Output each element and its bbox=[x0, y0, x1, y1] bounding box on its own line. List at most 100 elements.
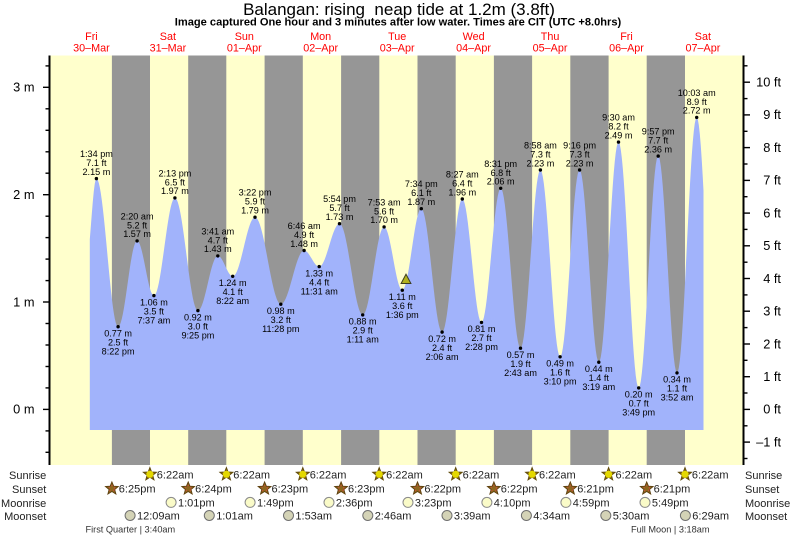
svg-text:2.36 m: 2.36 m bbox=[644, 144, 672, 154]
svg-text:9 ft: 9 ft bbox=[763, 107, 781, 122]
svg-text:9:30 am: 9:30 am bbox=[602, 113, 635, 123]
svg-text:2:06 am: 2:06 am bbox=[426, 352, 459, 362]
svg-text:Sunset: Sunset bbox=[12, 484, 46, 496]
svg-text:2:13 pm: 2:13 pm bbox=[158, 168, 191, 178]
svg-text:8 ft: 8 ft bbox=[763, 140, 781, 155]
svg-text:3:52 am: 3:52 am bbox=[661, 393, 694, 403]
svg-text:6.5 ft: 6.5 ft bbox=[165, 177, 186, 187]
svg-text:Sat: Sat bbox=[695, 31, 711, 43]
svg-text:2:43 am: 2:43 am bbox=[504, 368, 537, 378]
svg-text:31–Mar: 31–Mar bbox=[150, 43, 187, 55]
svg-text:12:09am: 12:09am bbox=[137, 511, 180, 523]
svg-text:Sunrise: Sunrise bbox=[9, 470, 46, 482]
svg-text:2:28 pm: 2:28 pm bbox=[465, 342, 498, 352]
svg-text:Fri: Fri bbox=[620, 31, 633, 43]
svg-text:11:28 pm: 11:28 pm bbox=[262, 324, 299, 334]
svg-text:9:57 pm: 9:57 pm bbox=[642, 127, 675, 137]
svg-text:8:58 am: 8:58 am bbox=[524, 141, 557, 151]
svg-text:6 ft: 6 ft bbox=[763, 205, 781, 220]
svg-text:0.72 m: 0.72 m bbox=[428, 334, 456, 344]
svg-text:07–Apr: 07–Apr bbox=[685, 43, 720, 55]
svg-text:3:10 pm: 3:10 pm bbox=[544, 377, 577, 387]
svg-text:0.92 m: 0.92 m bbox=[184, 312, 212, 322]
svg-text:1 m: 1 m bbox=[13, 294, 34, 309]
svg-text:6:46 am: 6:46 am bbox=[288, 221, 321, 231]
svg-text:6:22am: 6:22am bbox=[157, 470, 194, 482]
svg-text:1.87 m: 1.87 m bbox=[407, 197, 435, 207]
svg-text:3:22 pm: 3:22 pm bbox=[239, 188, 272, 198]
svg-text:3.6 ft: 3.6 ft bbox=[392, 301, 413, 311]
svg-text:8:27 am: 8:27 am bbox=[446, 170, 479, 180]
svg-text:7.3 ft: 7.3 ft bbox=[530, 150, 551, 160]
svg-text:2 ft: 2 ft bbox=[763, 336, 781, 351]
svg-text:6:21pm: 6:21pm bbox=[577, 484, 614, 496]
svg-text:5.7 ft: 5.7 ft bbox=[329, 203, 350, 213]
svg-text:7:37 am: 7:37 am bbox=[137, 315, 170, 325]
svg-text:First Quarter | 3:40am: First Quarter | 3:40am bbox=[86, 524, 176, 534]
svg-text:Moonrise: Moonrise bbox=[745, 498, 790, 510]
svg-text:2.49 m: 2.49 m bbox=[605, 130, 633, 140]
svg-text:30–Mar: 30–Mar bbox=[73, 43, 110, 55]
svg-text:1.9 ft: 1.9 ft bbox=[510, 359, 531, 369]
svg-text:4:10pm: 4:10pm bbox=[494, 498, 531, 510]
svg-text:7.3 ft: 7.3 ft bbox=[569, 150, 590, 160]
svg-text:3.2 ft: 3.2 ft bbox=[271, 315, 292, 325]
svg-text:7.7 ft: 7.7 ft bbox=[648, 136, 669, 146]
svg-text:3:39am: 3:39am bbox=[454, 511, 491, 523]
svg-text:3.5 ft: 3.5 ft bbox=[144, 306, 165, 316]
svg-text:6.1 ft: 6.1 ft bbox=[411, 188, 432, 198]
svg-text:Moonset: Moonset bbox=[4, 511, 46, 523]
svg-text:0.88 m: 0.88 m bbox=[349, 317, 377, 327]
svg-text:5 ft: 5 ft bbox=[763, 238, 781, 253]
svg-text:6:22am: 6:22am bbox=[310, 470, 347, 482]
svg-text:3.0 ft: 3.0 ft bbox=[188, 321, 209, 331]
svg-text:5:54 pm: 5:54 pm bbox=[323, 194, 356, 204]
svg-text:2.9 ft: 2.9 ft bbox=[353, 326, 374, 336]
svg-text:1.6 ft: 1.6 ft bbox=[550, 368, 571, 378]
svg-text:7 ft: 7 ft bbox=[763, 173, 781, 188]
svg-text:01–Apr: 01–Apr bbox=[227, 43, 262, 55]
svg-text:Image captured One hour and 3: Image captured One hour and 3 minutes af… bbox=[175, 16, 622, 28]
svg-text:Tue: Tue bbox=[388, 31, 406, 43]
svg-text:8.2 ft: 8.2 ft bbox=[608, 122, 629, 132]
svg-text:0.7 ft: 0.7 ft bbox=[629, 399, 650, 409]
svg-text:3 m: 3 m bbox=[13, 80, 34, 95]
svg-text:0.81 m: 0.81 m bbox=[468, 324, 496, 334]
svg-text:2.4 ft: 2.4 ft bbox=[432, 343, 453, 353]
svg-text:1.97 m: 1.97 m bbox=[161, 186, 189, 196]
svg-text:6:21pm: 6:21pm bbox=[654, 484, 691, 496]
svg-text:0.98 m: 0.98 m bbox=[267, 306, 295, 316]
svg-text:1:11 am: 1:11 am bbox=[347, 335, 379, 345]
svg-text:2.06 m: 2.06 m bbox=[487, 177, 515, 187]
svg-text:5:30am: 5:30am bbox=[613, 511, 650, 523]
svg-text:1.73 m: 1.73 m bbox=[326, 212, 354, 222]
svg-text:8.9 ft: 8.9 ft bbox=[687, 97, 708, 107]
svg-text:7:53 am: 7:53 am bbox=[368, 197, 401, 207]
svg-text:Balangan: rising neap tide at: Balangan: rising neap tide at 1.2m (3.8f… bbox=[243, 0, 555, 19]
svg-text:Sat: Sat bbox=[160, 31, 176, 43]
svg-text:0.49 m: 0.49 m bbox=[546, 359, 574, 369]
svg-text:1.96 m: 1.96 m bbox=[448, 187, 476, 197]
svg-text:6:23pm: 6:23pm bbox=[272, 484, 309, 496]
svg-text:2.72 m: 2.72 m bbox=[683, 106, 711, 116]
svg-text:7:34 pm: 7:34 pm bbox=[405, 179, 438, 189]
svg-text:0.20 m: 0.20 m bbox=[625, 390, 653, 400]
svg-text:Mon: Mon bbox=[310, 31, 331, 43]
svg-text:2.23 m: 2.23 m bbox=[566, 158, 594, 168]
svg-text:Moonset: Moonset bbox=[745, 511, 787, 523]
svg-text:8:22 am: 8:22 am bbox=[216, 296, 249, 306]
svg-text:9:16 pm: 9:16 pm bbox=[563, 141, 596, 151]
svg-text:8:31 pm: 8:31 pm bbox=[484, 159, 517, 169]
svg-text:3:23pm: 3:23pm bbox=[415, 498, 452, 510]
svg-text:2.15 m: 2.15 m bbox=[82, 167, 110, 177]
svg-text:6:25pm: 6:25pm bbox=[119, 484, 156, 496]
svg-text:6:22am: 6:22am bbox=[233, 470, 270, 482]
svg-text:6.8 ft: 6.8 ft bbox=[491, 168, 512, 178]
svg-text:2:20 am: 2:20 am bbox=[121, 211, 154, 221]
svg-text:1.33 m: 1.33 m bbox=[305, 268, 333, 278]
svg-text:1.1 ft: 1.1 ft bbox=[667, 384, 688, 394]
svg-text:1.57 m: 1.57 m bbox=[123, 229, 151, 239]
svg-text:6.4 ft: 6.4 ft bbox=[452, 179, 473, 189]
svg-text:5.9 ft: 5.9 ft bbox=[245, 197, 266, 207]
svg-text:05–Apr: 05–Apr bbox=[533, 43, 568, 55]
